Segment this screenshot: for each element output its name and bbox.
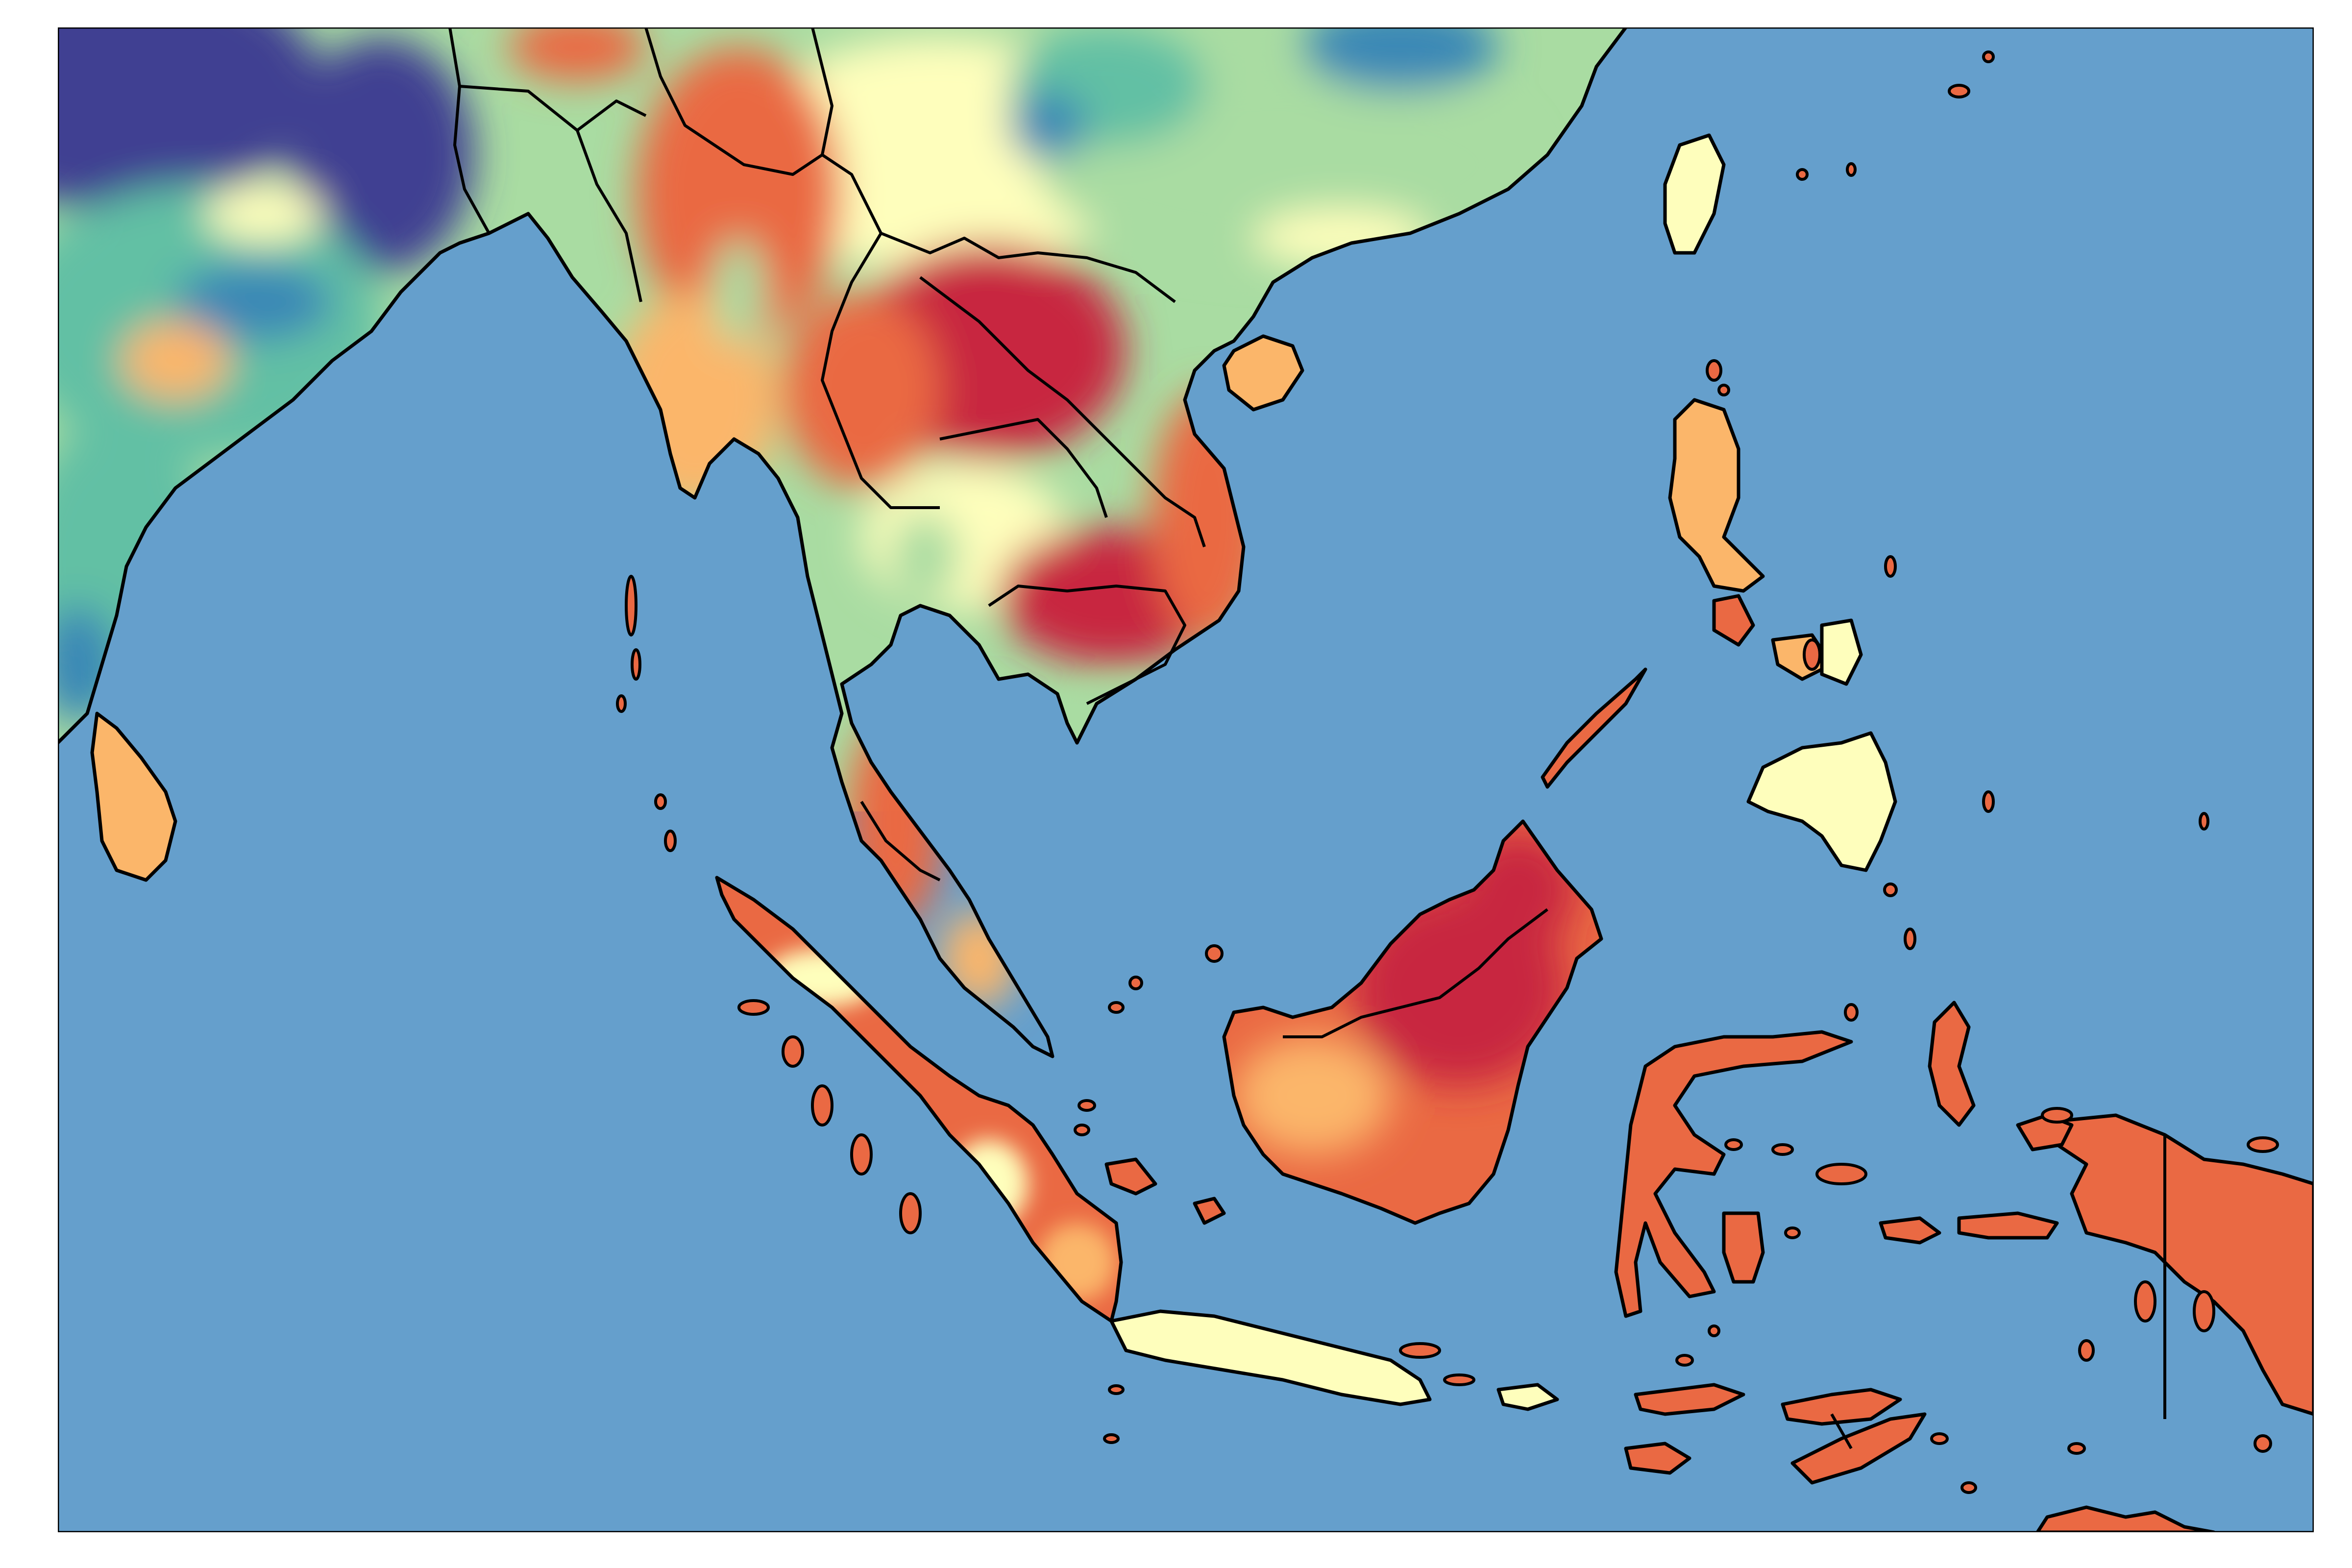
small-islands [616,50,2279,1494]
sumatra-coastline [715,876,1123,1323]
bali-lombok [1496,1383,1559,1411]
sri-lanka [90,711,177,882]
new-guinea [2055,1113,2314,1416]
mainland-coastline [58,27,1627,1058]
buru [1879,1216,1941,1245]
borneo-coastline [1222,819,1603,1225]
hainan [1222,334,1304,412]
flores [1781,1388,1902,1426]
lesser-sunda [1634,1383,1745,1416]
heatmap-map [58,27,2314,1532]
mindoro [1712,594,1755,647]
sumba [1624,1442,1691,1475]
java [1109,1309,1432,1406]
taiwan [1663,133,1726,255]
timor [1790,1412,1927,1485]
mindanao [1746,731,1897,872]
sulawesi-se-arm [1722,1211,1765,1284]
luzon [1668,398,1765,593]
samar-leyte [1820,618,1863,686]
sulawesi [1614,1030,1853,1318]
bangka [1104,1157,1157,1196]
map-frame [58,27,2314,1532]
seram [1957,1211,2059,1240]
halmahera [1928,1001,1976,1127]
map-border [58,27,2314,1532]
palawan [1541,667,1647,789]
belitung [1193,1197,1226,1225]
